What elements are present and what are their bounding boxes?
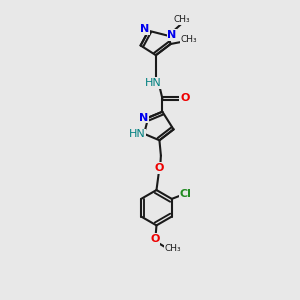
Text: CH₃: CH₃ (181, 35, 197, 44)
Text: HN: HN (129, 129, 146, 140)
Text: CH₃: CH₃ (164, 244, 181, 253)
Text: O: O (155, 163, 164, 173)
Text: N: N (139, 112, 148, 123)
Text: N: N (167, 30, 177, 40)
Text: HN: HN (145, 78, 162, 88)
Text: O: O (150, 234, 160, 244)
Text: N: N (140, 24, 149, 34)
Text: O: O (180, 94, 189, 103)
Text: CH₃: CH₃ (174, 15, 190, 24)
Text: Cl: Cl (179, 190, 191, 200)
